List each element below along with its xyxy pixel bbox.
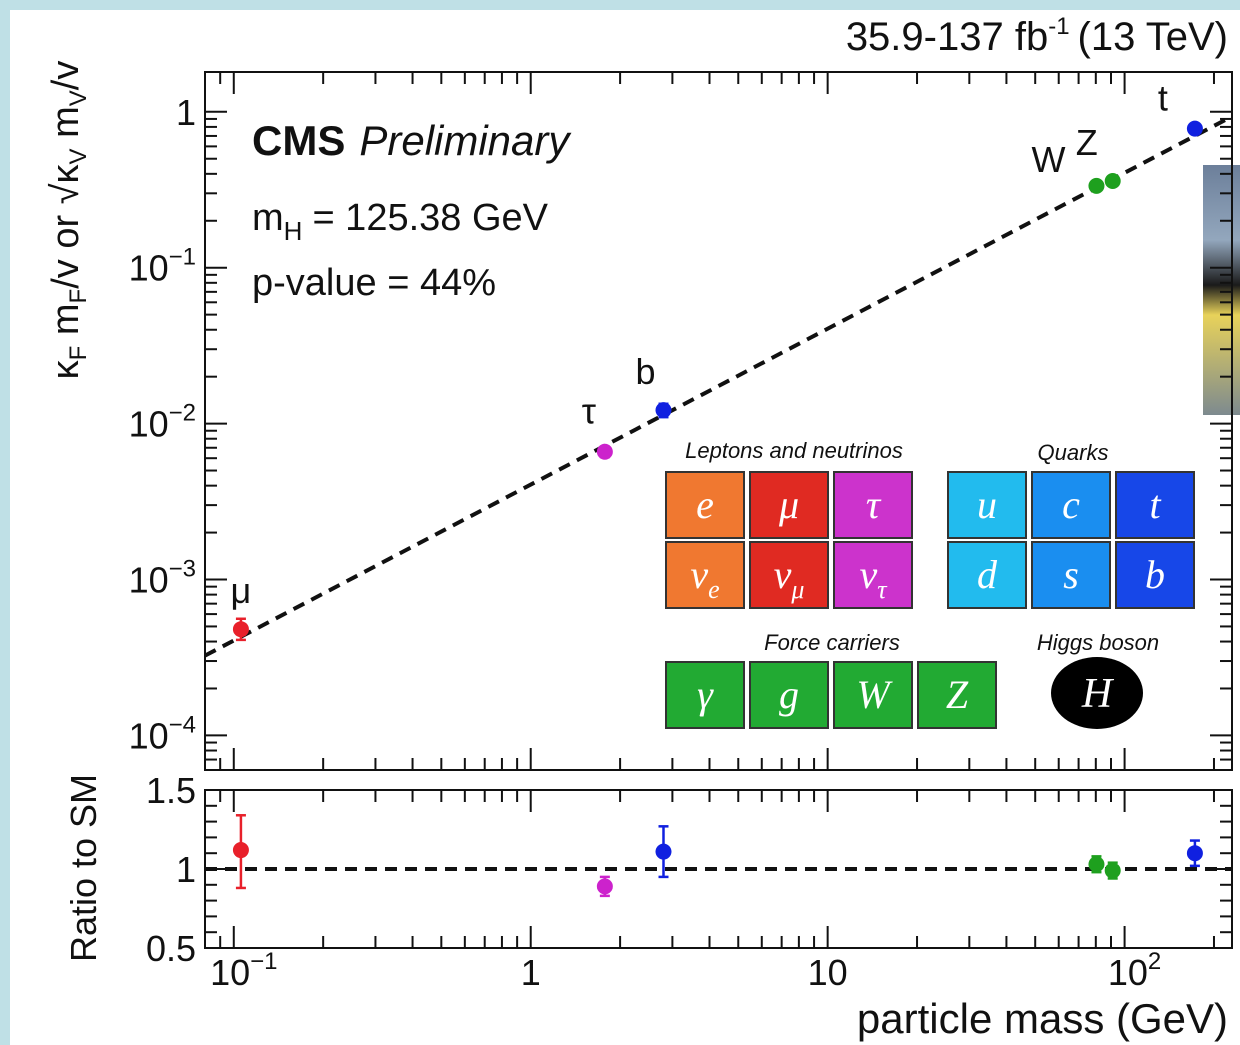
particle-tile [665,541,745,609]
particle-table: Leptons and neutrinos Quarks Force carri… [665,438,1195,729]
particle-symbol: t [1149,482,1161,527]
ratio-point [232,842,249,859]
particle-label: τ [582,391,596,432]
particle-tile [947,471,1027,539]
y-tick-label: 10−3 [129,556,196,601]
particle-label: Z [1076,122,1098,163]
particle-symbol: νμ [774,552,805,604]
main-point [232,621,249,638]
main-y-axis-title: κF mF/v or √κV mV/v [45,61,92,380]
particle-symbol: b [1145,552,1165,597]
particle-tile [665,661,745,729]
higgs-group-title: Higgs boson [1037,630,1159,655]
background-photo-fragment [1203,165,1240,415]
particle-symbol: ντ [859,552,888,604]
particle-symbol: c [1062,482,1080,527]
particle-symbol: W [856,672,893,717]
particle-tile [749,541,829,609]
higgs-mass-label: mH = 125.38 GeV [252,197,549,246]
ratio-point [1088,856,1105,873]
particle-tile [833,471,913,539]
main-panel-frame [204,71,1233,771]
particle-label: b [635,351,655,392]
main-point [655,402,672,419]
particle-symbol: s [1063,552,1079,597]
higgs-tile [1051,657,1143,729]
ratio-point [1104,862,1121,879]
particle-tile [1115,541,1195,609]
luminosity-label: 35.9-137 fb-1 (13 TeV) [846,13,1228,59]
particle-label: t [1158,78,1168,119]
main-point [1104,172,1121,189]
particle-tile [833,541,913,609]
particle-tile [947,541,1027,609]
particle-tile [749,661,829,729]
y-tick-label: 10−4 [129,711,196,756]
particle-tile [665,471,745,539]
svg-text:Ratio to SM: Ratio to SM [63,774,104,962]
y-tick-label: 10−1 [129,244,196,289]
particle-label: μ [231,570,252,611]
particle-symbol: Z [946,672,969,717]
particle-symbol: g [779,672,799,717]
y-tick-label: 10−2 [129,400,196,445]
particle-tile [1031,541,1111,609]
main-data-points [232,120,1203,642]
particle-label: W [1031,139,1065,180]
particle-tile [1115,471,1195,539]
x-tick-label: 10 [808,952,848,993]
ratio-y-tick-label: 1 [176,849,196,890]
ratio-point [1186,845,1203,862]
particle-tile [833,661,913,729]
particle-symbol: νe [690,552,719,604]
main-point [596,443,613,460]
ratio-panel-frame [204,789,1233,949]
particle-symbol: H [1081,671,1115,717]
cms-preliminary-label: CMS Preliminary [252,117,572,164]
main-point [1186,120,1203,137]
sm-prediction-line [205,114,1232,658]
ratio-y-tick-label: 0.5 [146,928,196,969]
leptons-group-title: Leptons and neutrinos [685,438,903,463]
particle-symbol: τ [866,482,882,527]
particle-tile [749,471,829,539]
p-value-label: p-value = 44% [252,262,496,304]
particle-symbol: u [977,482,997,527]
particle-symbol: γ [697,672,714,717]
particle-symbol: μ [778,482,799,527]
particle-tile [1031,471,1111,539]
tick-labels: 10−4 10−3 10−2 10−1 1 0.5 1 1.5 10−1 1 10 102 [129,92,1162,993]
ratio-data-points [232,814,1203,898]
particle-tile [917,661,997,729]
particle-symbol: e [696,482,714,527]
ratio-y-tick-label: 1.5 [146,770,196,811]
quarks-group-title: Quarks [1038,440,1109,465]
ratio-point [655,843,672,860]
ratio-point [596,878,613,895]
x-tick-label: 102 [1108,948,1161,993]
force-carriers-group-title: Force carriers [764,630,900,655]
x-axis-title: particle mass (GeV) [857,995,1228,1042]
y-tick-label: 1 [176,92,196,133]
main-point [1088,177,1105,194]
svg-text:κF mF/v or √κV mV/v: κF mF/v or √κV mV/v [45,61,92,380]
ratio-y-axis-title: Ratio to SM [63,774,104,962]
x-tick-label: 1 [521,952,541,993]
x-tick-label: 10−1 [210,948,277,993]
particle-symbol: d [977,552,998,597]
